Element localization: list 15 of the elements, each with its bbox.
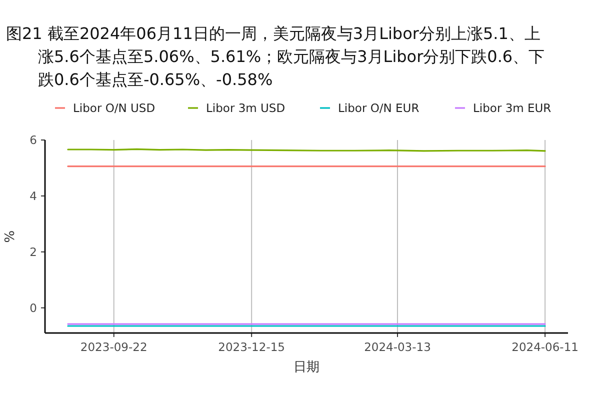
x-tick-label: 2024-03-13 xyxy=(364,340,431,354)
x-tick-label: 2023-09-22 xyxy=(80,340,148,354)
y-tick-label: 0 xyxy=(30,300,37,315)
legend-label: Libor O/N USD xyxy=(73,101,156,115)
legend-label: Libor 3m USD xyxy=(206,101,286,115)
y-tick-label: 4 xyxy=(30,188,37,203)
y-tick-label: 2 xyxy=(30,244,37,259)
chart-title: 图21 截至2024年06月11日的一周，美元隔夜与3月Libor分别上涨5.1、上涨5.6个基点至5.06%、5.61%；欧元隔夜与3月Libor分别下跌0.6、下跌0.6个基点至-0.65%、-0.58% xyxy=(6,23,546,91)
x-tick-label: 2023-12-15 xyxy=(218,340,285,354)
legend-label: Libor O/N EUR xyxy=(338,101,420,115)
y-axis-title: % xyxy=(3,230,18,243)
x-axis-title: 日期 xyxy=(294,360,320,375)
x-tick-label: 2024-06-11 xyxy=(512,340,578,354)
legend-label: Libor 3m EUR xyxy=(473,101,552,115)
y-tick-label: 6 xyxy=(30,133,37,147)
